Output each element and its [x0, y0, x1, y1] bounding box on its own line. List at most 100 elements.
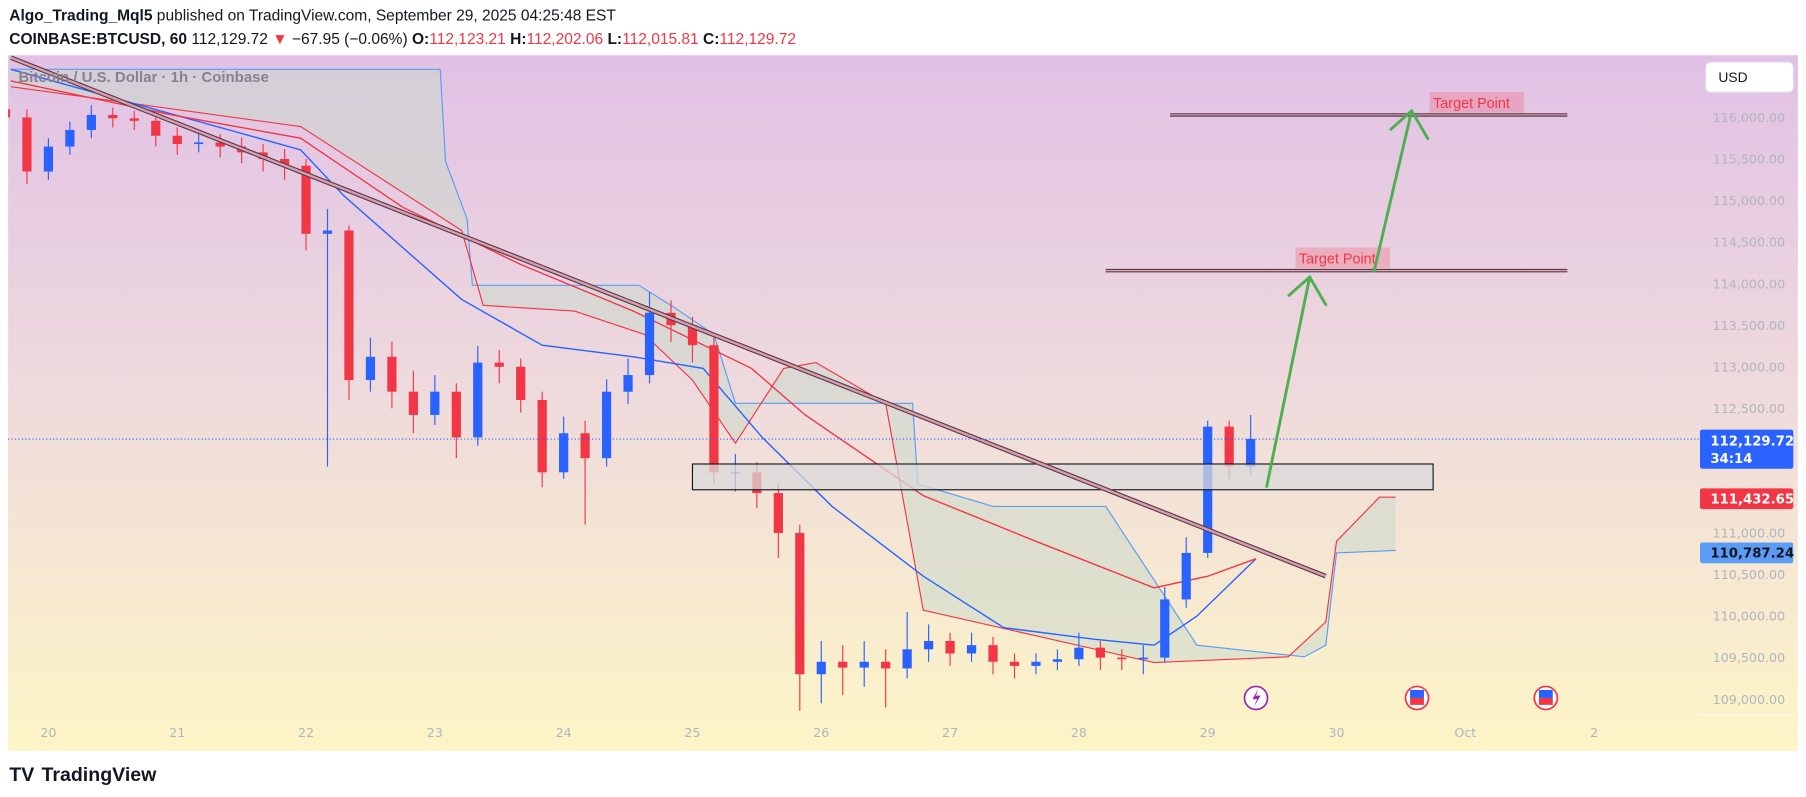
candle [494, 350, 504, 384]
lightning-bolt [1252, 688, 1261, 708]
candle-body [1117, 657, 1127, 660]
time-tick-label: 26 [813, 725, 829, 740]
candle [1160, 586, 1170, 662]
candle-body [687, 325, 698, 346]
us-flag-icon[interactable] [1404, 685, 1430, 711]
price-tick-label: 115,000.00 [1713, 193, 1785, 208]
candle-body [215, 142, 225, 147]
candle-body [279, 159, 290, 166]
candle [902, 611, 912, 679]
currency-button[interactable]: USD [1705, 61, 1794, 93]
price-axis[interactable]: 116,000.00 115,500.00 115,000.00 114,500.00… [1713, 110, 1785, 707]
price-tick-label: 110,500.00 [1713, 567, 1785, 582]
candle-body [1138, 657, 1148, 660]
candle [559, 416, 569, 479]
candle [945, 632, 955, 666]
candle-body [1181, 552, 1191, 600]
candle [1181, 537, 1191, 608]
open-value: 112,123.21 [429, 31, 506, 48]
time-tick-label: 25 [684, 725, 700, 740]
last-price: 112,129.72 [187, 31, 268, 48]
cloud-span-a [10, 68, 1396, 658]
candle [172, 127, 182, 155]
support-zone [691, 463, 1434, 491]
candle-body [86, 114, 96, 130]
close-label: C: [699, 31, 720, 48]
candle-body [580, 433, 590, 459]
time-axis[interactable]: 20 21 22 23 24 25 26 27 28 29 30 Oct 2 [40, 725, 1598, 740]
candle [129, 110, 139, 130]
plot-area[interactable] [1, 68, 1396, 711]
flag-canton [1410, 689, 1424, 698]
candle-body [1160, 599, 1170, 658]
trendline [10, 56, 1327, 578]
candle [1031, 653, 1041, 675]
currency-label: USD [1718, 69, 1747, 85]
symbol-watermark: Bitcoin / U.S. Dollar · 1h · Coinbase [18, 69, 268, 86]
us-flag-icon[interactable] [1533, 685, 1559, 711]
time-tick-label: 2 [1590, 725, 1598, 740]
up-arrow-head-icon [1287, 274, 1328, 307]
time-tick-label: 23 [427, 725, 443, 740]
candle-body [1031, 661, 1041, 666]
price-tick-label: 112,500.00 [1713, 401, 1785, 416]
up-arrow-shaft [1265, 275, 1312, 488]
price-tick-label: 109,000.00 [1713, 692, 1785, 707]
candle [1117, 649, 1127, 671]
up-arrow-head-icon [1389, 108, 1430, 140]
candle [387, 341, 397, 409]
price-tick-label: 116,000.00 [1713, 110, 1785, 125]
last-price-tag: 112,129.72 34:14 [1700, 429, 1794, 469]
candle [773, 483, 783, 558]
time-tick-label: 21 [169, 725, 185, 740]
candle [838, 645, 848, 696]
candle [988, 636, 998, 675]
candle-body [1246, 439, 1256, 467]
close-value: 112,129.72 [719, 31, 796, 48]
candle-body [494, 362, 504, 367]
candle [22, 109, 32, 184]
candle-body [8, 109, 11, 118]
price-tick-label: 111,000.00 [1713, 526, 1785, 541]
candle-body [838, 661, 848, 668]
red-line-tag: 111,432.65 [1700, 488, 1794, 510]
candle [924, 624, 934, 662]
candle-body [322, 230, 333, 234]
time-tick-label: 29 [1200, 725, 1216, 740]
time-tick-label: 30 [1328, 725, 1344, 740]
candle [580, 420, 590, 525]
candle-body [559, 433, 569, 473]
candle [966, 632, 977, 662]
ohlc-bar: COINBASE:BTCUSD, 60 112,129.72 ▼ −67.95 … [9, 31, 796, 48]
candle [1074, 632, 1084, 666]
candle [322, 208, 333, 467]
candle [881, 649, 891, 708]
candle [108, 107, 118, 128]
candle-body [988, 645, 998, 662]
target-label-bg [1295, 247, 1390, 269]
price-tick-label: 113,000.00 [1713, 359, 1785, 374]
time-tick-label: Oct [1454, 725, 1476, 740]
candle-body [451, 391, 461, 438]
candle-body [365, 356, 376, 381]
candle-body [945, 640, 955, 654]
last-price-label: 112,129.72 [1710, 435, 1794, 450]
candle [795, 524, 805, 711]
candle [194, 132, 204, 153]
price-change: −67.95 (−0.06%) [288, 31, 408, 48]
target-label: Target Point [1299, 252, 1376, 268]
lightning-icon[interactable] [1243, 685, 1269, 711]
price-tick-label: 115,500.00 [1713, 152, 1785, 167]
cloud-span-b [10, 86, 1396, 664]
tradingview-logo[interactable]: TV TradingView [9, 764, 157, 786]
author[interactable]: Algo_Trading_Mql5 [9, 8, 153, 25]
candle-body [516, 366, 526, 401]
candle [1095, 640, 1105, 671]
candle-body [65, 129, 75, 147]
price-tick-label: 109,500.00 [1713, 650, 1785, 665]
time-tick-label: 20 [40, 725, 56, 740]
candle-body [387, 356, 397, 392]
candle-body [1009, 661, 1020, 666]
candle [859, 640, 869, 687]
